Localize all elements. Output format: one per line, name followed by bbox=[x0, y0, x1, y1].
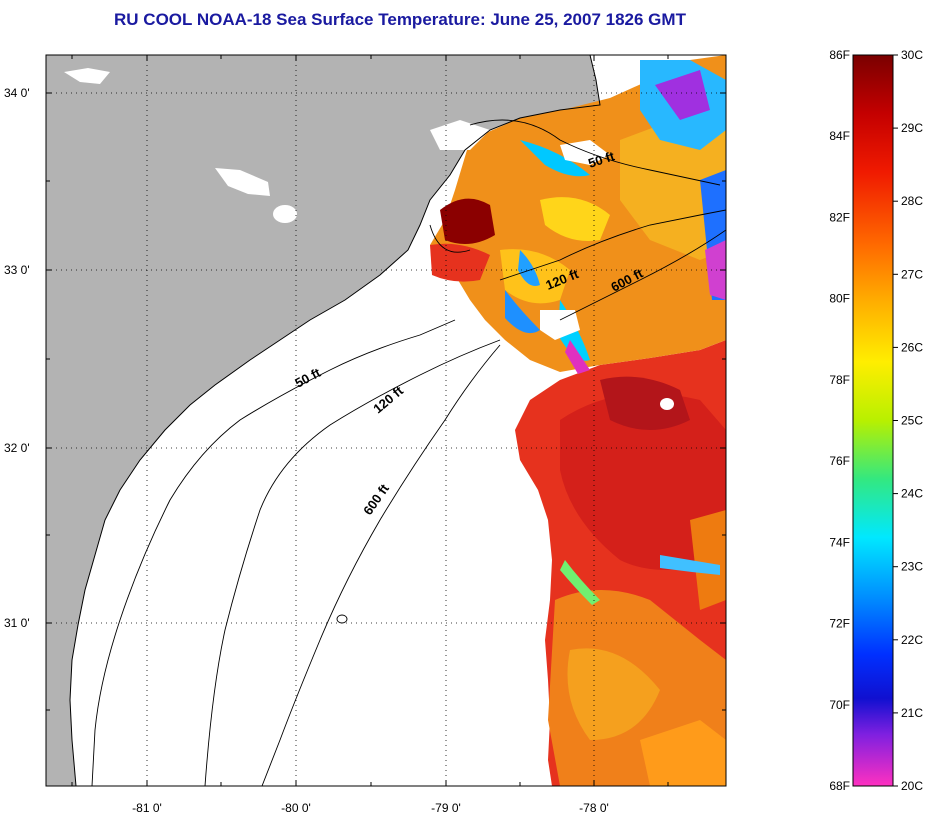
graticule bbox=[46, 55, 726, 786]
colorbar-f-label: 76F bbox=[829, 454, 850, 468]
contour-600ft bbox=[261, 229, 726, 786]
colorbar-c-label: 23C bbox=[901, 560, 923, 574]
colorbar-c-label: 24C bbox=[901, 487, 923, 501]
colorbar bbox=[852, 54, 894, 787]
lon-label-81: -81 0' bbox=[132, 801, 162, 815]
colorbar-c-label: 22C bbox=[901, 633, 923, 647]
colorbar-f-label: 78F bbox=[829, 373, 850, 387]
lon-label-78: -78 0' bbox=[579, 801, 609, 815]
colorbar-c-label: 26C bbox=[901, 340, 923, 354]
land-mass bbox=[46, 55, 600, 786]
colorbar-c-label: 30C bbox=[901, 48, 923, 62]
colorbar-f-label: 68F bbox=[829, 779, 850, 793]
colorbar-c-label: 25C bbox=[901, 414, 923, 428]
colorbar-c-label: 27C bbox=[901, 267, 923, 281]
colorbar-f-label: 70F bbox=[829, 698, 850, 712]
colorbar-f-label: 86F bbox=[829, 48, 850, 62]
lon-label-80: -80 0' bbox=[281, 801, 311, 815]
lat-label-31: 31 0' bbox=[4, 616, 30, 630]
map-frame bbox=[45, 54, 727, 787]
colorbar-labels: 86F 84F 82F 80F 78F 76F 74F 72F 70F 68F 30C 29C 28C 2… bbox=[829, 48, 923, 793]
lat-label-33: 33 0' bbox=[4, 263, 30, 277]
coastline bbox=[69, 55, 601, 786]
map-title: RU COOL NOAA-18 Sea Surface Temperature:… bbox=[114, 10, 686, 29]
lon-label-79: -79 0' bbox=[431, 801, 461, 815]
lat-label-32: 32 0' bbox=[4, 441, 30, 455]
colorbar-f-label: 82F bbox=[829, 210, 850, 224]
contour-50ft bbox=[91, 119, 721, 786]
colorbar-c-label: 29C bbox=[901, 121, 923, 135]
colorbar-f-label: 84F bbox=[829, 129, 850, 143]
colorbar-c-label: 28C bbox=[901, 194, 923, 208]
colorbar-f-label: 72F bbox=[829, 617, 850, 631]
colorbar-c-label: 20C bbox=[901, 779, 923, 793]
lat-label-34: 34 0' bbox=[4, 86, 30, 100]
colorbar-f-label: 74F bbox=[829, 535, 850, 549]
colorbar-c-label: 21C bbox=[901, 706, 923, 720]
colorbar-f-label: 80F bbox=[829, 292, 850, 306]
contour-120ft bbox=[204, 209, 726, 786]
